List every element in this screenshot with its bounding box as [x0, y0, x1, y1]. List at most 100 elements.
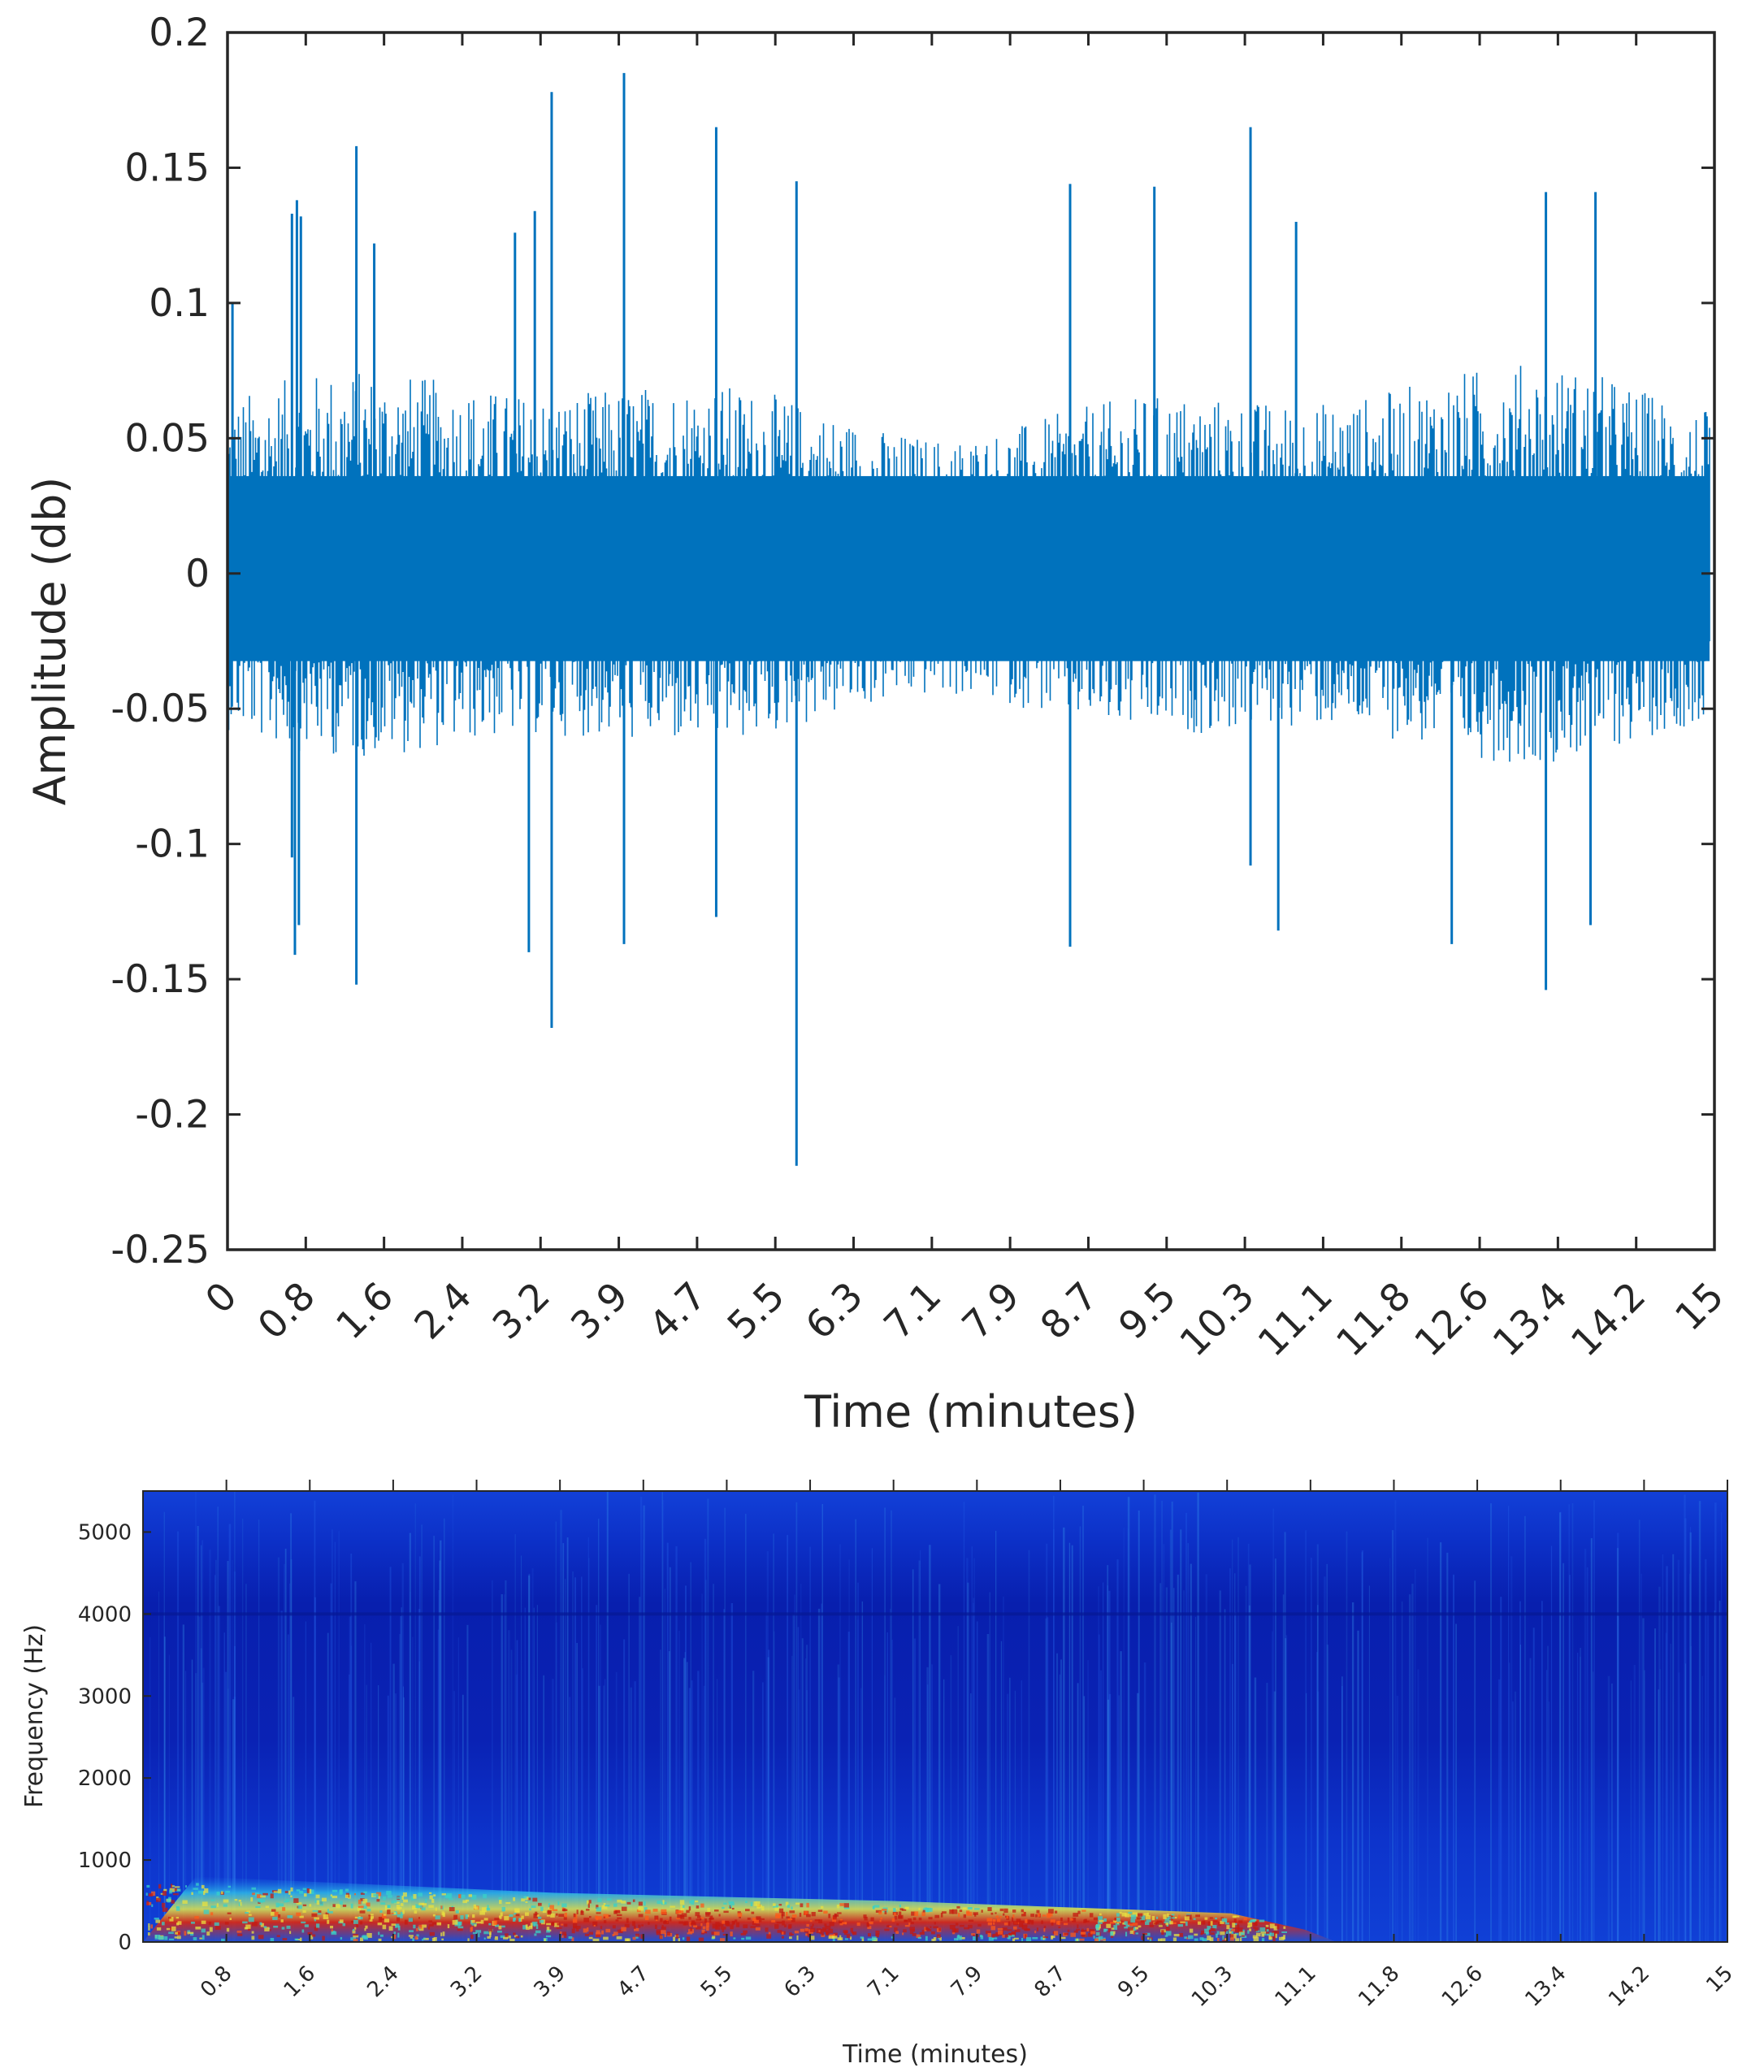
- spectrogram-speckle-cell: [796, 1935, 799, 1940]
- spectrogram-speckle-cell: [331, 1929, 333, 1932]
- spectrogram-speckle-cell: [774, 1905, 779, 1911]
- spectrogram-speckle-cell: [709, 1918, 712, 1923]
- spectrogram-speckle-cell: [1272, 1937, 1276, 1942]
- spectrogram-speckle-cell: [902, 1932, 904, 1935]
- spectrogram-speckle-cell: [176, 1888, 181, 1892]
- spectrogram-speckle-cell: [397, 1914, 403, 1918]
- spectrogram-speckle-cell: [284, 1901, 288, 1903]
- spectrogram-speckle-cell: [342, 1905, 347, 1907]
- spectrogram-speckle-cell: [1185, 1921, 1188, 1927]
- spectrogram-speckle-cell: [1095, 1924, 1100, 1928]
- spectrogram-speckle-cell: [1164, 1921, 1169, 1924]
- spectrogram-speckle-cell: [786, 1916, 790, 1919]
- spectrogram-speckle-cell: [187, 1931, 190, 1935]
- spectrogram-speckle-cell: [396, 1905, 401, 1909]
- spectrogram-speckle-cell: [202, 1935, 205, 1940]
- spectrogram-speckle-cell: [387, 1905, 391, 1909]
- spectrogram-speckle-cell: [828, 1928, 834, 1934]
- spectrogram-speckle-cell: [999, 1916, 1002, 1918]
- spectrogram-speckle-cell: [691, 1900, 695, 1902]
- spectrogram-speckle-cell: [293, 1898, 299, 1903]
- spectrogram-speckle-cell: [1012, 1917, 1014, 1922]
- spectrogram-speckle-cell: [952, 1931, 956, 1935]
- waveform-y-axis-label: Amplitude (db): [24, 477, 76, 806]
- spectrogram-speckle-cell: [706, 1922, 709, 1927]
- spectrogram-speckle-cell: [317, 1911, 322, 1915]
- spectrogram-speckle-cell: [1097, 1921, 1103, 1924]
- spectrogram-speckle-cell: [303, 1893, 307, 1897]
- spectrogram-speckle-cell: [988, 1936, 994, 1941]
- spectrogram-speckle-cell: [756, 1904, 761, 1909]
- spectrogram-speckle-cell: [155, 1919, 161, 1923]
- spectrogram-speckle-cell: [781, 1935, 784, 1939]
- spectrogram-speckle-cell: [1232, 1922, 1236, 1928]
- spectrogram-speckle-cell: [1067, 1929, 1070, 1932]
- waveform-core-band: [228, 475, 1710, 661]
- spectrogram-speckle-cell: [487, 1905, 489, 1910]
- spectrogram-speckle-cell: [574, 1914, 578, 1918]
- spectrogram-speckle-cell: [533, 1913, 539, 1918]
- spectrogram-speckle-cell: [397, 1925, 401, 1931]
- spectrogram-speckle-cell: [1253, 1927, 1256, 1929]
- spectrogram-speckle-cell: [559, 1931, 562, 1935]
- spectrogram-y-axis-label: Frequency (Hz): [20, 1624, 49, 1808]
- spectrogram-speckle-cell: [448, 1898, 453, 1901]
- spectrogram-speckle-cell: [276, 1935, 280, 1937]
- spectrogram-speckle-cell: [1216, 1933, 1218, 1938]
- spectrogram-speckle-cell: [1210, 1921, 1213, 1926]
- spectrogram-speckle-cell: [282, 1907, 286, 1911]
- spectrogram-speckle-cell: [585, 1909, 590, 1911]
- spectrogram-speckle-cell: [775, 1915, 780, 1918]
- spectrogram-speckle-cell: [789, 1936, 792, 1940]
- spectrogram-speckle-cell: [1110, 1931, 1114, 1936]
- spectrogram-speckle-cell: [379, 1910, 383, 1914]
- spectrogram-speckle-cell: [171, 1900, 175, 1904]
- spectrogram-speckle-cell: [171, 1926, 176, 1931]
- spectrogram-speckle-cell: [656, 1929, 661, 1934]
- spectrogram-speckle-cell: [453, 1914, 457, 1920]
- spectrogram-speckle-cell: [1273, 1931, 1280, 1935]
- spectrogram-speckle-cell: [224, 1922, 229, 1925]
- spectrogram-speckle-cell: [583, 1918, 590, 1922]
- spectrogram-speckle-cell: [743, 1930, 748, 1934]
- spectrogram-speckle-cell: [395, 1924, 397, 1928]
- spectrogram-speckle-cell: [603, 1903, 606, 1908]
- spectrogram-speckle-cell: [514, 1908, 520, 1913]
- spectrogram-speckle-cell: [297, 1905, 302, 1909]
- spectrogram-speckle-cell: [1266, 1931, 1270, 1934]
- spectrogram-speckle-cell: [756, 1916, 761, 1919]
- spectrogram-speckle-cell: [300, 1937, 302, 1942]
- spectrogram-speckle-cell: [603, 1916, 605, 1918]
- spectrogram-speckle-cell: [1103, 1918, 1107, 1922]
- spectrogram-speckle-cell: [208, 1922, 211, 1925]
- spectrogram-speckle-cell: [1112, 1920, 1117, 1923]
- spectrogram-speckle-cell: [210, 1912, 214, 1916]
- spectrogram-speckle-cell: [328, 1910, 333, 1914]
- spectrogram-speckle-cell: [416, 1927, 419, 1931]
- spectrogram-speckle-cell: [384, 1918, 390, 1922]
- spectrogram-speckle-cell: [791, 1914, 797, 1918]
- spectrogram-speckle-cell: [776, 1922, 782, 1924]
- spectrogram-speckle-cell: [1224, 1918, 1228, 1922]
- spectrogram-speckle-cell: [557, 1922, 561, 1926]
- spectrogram-speckle-cell: [1207, 1935, 1211, 1941]
- spectrogram-speckle-cell: [1057, 1920, 1060, 1926]
- spectrogram-y-tick-label: 1000: [78, 1849, 132, 1873]
- spectrogram-speckle-cell: [1007, 1929, 1012, 1931]
- spectrogram-speckle-cell: [353, 1934, 358, 1936]
- spectrogram-speckle-cell: [409, 1930, 414, 1933]
- spectrogram-speckle-cell: [302, 1888, 307, 1890]
- spectrogram-speckle-cell: [592, 1921, 598, 1927]
- spectrogram-speckle-cell: [278, 1903, 284, 1907]
- spectrogram-speckle-cell: [1204, 1928, 1209, 1934]
- spectrogram-speckle-cell: [487, 1935, 491, 1939]
- spectrogram-speckle-cell: [242, 1921, 248, 1924]
- spectrogram-speckle-cell: [1008, 1921, 1011, 1927]
- spectrogram-speckle-cell: [483, 1937, 486, 1940]
- spectrogram-speckle-cell: [921, 1911, 925, 1917]
- spectrogram-speckle-cell: [894, 1927, 898, 1932]
- spectrogram-speckle-cell: [273, 1925, 279, 1928]
- spectrogram-speckle-cell: [731, 1907, 735, 1910]
- spectrogram-speckle-cell: [949, 1924, 956, 1930]
- spectrogram-speckle-cell: [358, 1916, 363, 1920]
